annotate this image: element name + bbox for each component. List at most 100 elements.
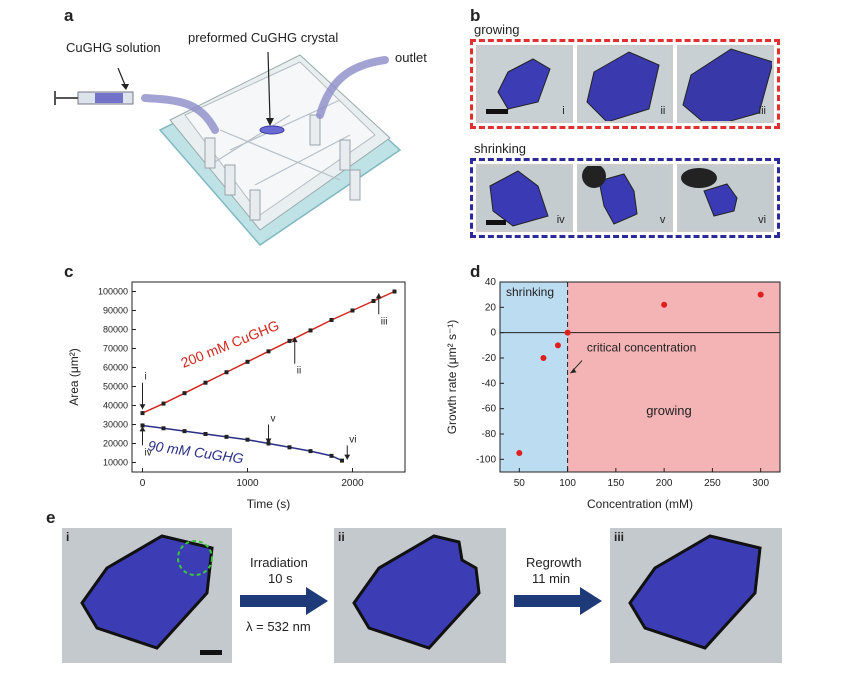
- x-tick-label: 200: [656, 478, 673, 489]
- x-tick-label: 0: [140, 478, 146, 489]
- data-point: [340, 458, 344, 463]
- y-tick-label: -80: [482, 429, 497, 440]
- y-tick-label: 80000: [103, 325, 128, 335]
- growing-region: [567, 282, 780, 472]
- crystal-shape: [628, 534, 762, 650]
- frame-label-e-iii: iii: [614, 530, 625, 544]
- frame-label-iv: iv: [556, 214, 565, 226]
- y-tick-label: 30000: [103, 420, 128, 430]
- shrinking-region: [500, 282, 568, 472]
- x-tick-label: 1000: [236, 478, 259, 489]
- x-tick-label: 100: [559, 478, 576, 489]
- frame-label-v: v: [659, 214, 666, 226]
- data-point: [245, 359, 250, 364]
- annotation-arrowhead: [291, 337, 298, 343]
- micrograph-shrinking-vi: vi: [677, 164, 775, 232]
- frame-label-i: i: [562, 105, 565, 117]
- micrograph-shrinking-iv: iv: [476, 164, 573, 232]
- data-point: [224, 434, 229, 439]
- frame-label-e-ii: ii: [338, 530, 345, 544]
- annotation-label: v: [271, 414, 276, 425]
- irradiation-label: Irradiation: [250, 555, 308, 570]
- crystal-shape: [682, 48, 773, 121]
- growth-rate-vs-concentration-chart: -100 -80 -60 -40 -20 0 20 40 50 100 150 200 250 300 Co…: [445, 277, 781, 511]
- data-point: [564, 329, 571, 336]
- y-tick-label: 0: [490, 328, 496, 339]
- y-tick-label: 50000: [103, 382, 128, 392]
- data-point: [287, 445, 292, 450]
- growing-region-label: growing: [646, 403, 692, 418]
- frame-label-iii: iii: [758, 105, 767, 117]
- annotation-arrowhead: [139, 426, 146, 432]
- annotation-label: vi: [349, 434, 356, 445]
- shrinking-frames: iv v vi: [476, 164, 775, 232]
- data-point: [554, 342, 561, 349]
- crystal-shape: [703, 183, 738, 217]
- crystal-shape: [489, 170, 549, 227]
- data-point: [161, 401, 166, 406]
- annotation-label: i: [145, 372, 147, 383]
- annotation-arrowhead: [375, 293, 382, 299]
- annotation-label: ii: [297, 366, 301, 377]
- critical-concentration-label: critical concentration: [587, 341, 696, 355]
- annotation-label: iii: [381, 316, 388, 327]
- irradiation-wavelength: λ = 532 nm: [246, 619, 311, 634]
- y-tick-label: 40: [485, 277, 497, 288]
- preformed-crystal-label: preformed CuGHG crystal: [188, 30, 339, 45]
- panel-a-label: a: [64, 6, 74, 25]
- crystal-shape: [598, 173, 638, 225]
- frame-label-e-i: i: [66, 530, 70, 544]
- shrinking-region-label: shrinking: [506, 285, 554, 299]
- area-vs-time-chart: 1000020000300004000050000600007000080000…: [67, 281, 406, 511]
- micrograph-e-ii: ii: [334, 528, 506, 663]
- outlet-label: outlet: [395, 50, 427, 65]
- growing-frames: i ii iii: [476, 45, 775, 123]
- data-point: [140, 423, 145, 428]
- frame-label-vi: vi: [758, 214, 767, 226]
- growing-frame-box: [470, 39, 780, 129]
- regrowth-label: Regrowth: [526, 555, 582, 570]
- data-point: [540, 355, 547, 361]
- crystal-shape: [586, 51, 660, 121]
- annotation-arrowhead: [139, 404, 146, 410]
- micrograph-e-i: i: [62, 528, 232, 663]
- annotation-arrowhead: [344, 454, 351, 460]
- panel-e-label: e: [46, 508, 56, 527]
- data-point: [224, 370, 229, 375]
- crystal-shape: [352, 534, 481, 650]
- plot-frame: [499, 281, 781, 473]
- cughg-solution-label: CuGHG solution: [66, 40, 161, 55]
- y-axis-label: Growth rate (μm² s⁻¹): [445, 320, 459, 435]
- data-point: [371, 299, 376, 303]
- y-axis-label: Area (μm²): [67, 348, 81, 406]
- frame-label-ii: ii: [660, 105, 666, 117]
- shrinking-heading: shrinking: [474, 141, 527, 156]
- regrowth-duration: 11 min: [532, 571, 571, 586]
- x-tick-label: 300: [752, 478, 769, 489]
- y-tick-label: 60000: [103, 363, 128, 373]
- data-point: [329, 453, 334, 458]
- microfluidic-device-illustration: [54, 51, 402, 246]
- series-label-200mM: 200 mM CuGHG: [179, 317, 282, 371]
- data-point: [182, 429, 187, 434]
- irradiation-duration: 10 s: [268, 571, 293, 586]
- y-tick-label: 20: [485, 302, 497, 313]
- y-tick-label: -60: [482, 404, 497, 415]
- micrograph-growing-i: i: [476, 45, 573, 123]
- y-tick-label: 100000: [98, 287, 128, 297]
- data-point: [516, 450, 523, 456]
- y-tick-label: 10000: [103, 458, 128, 468]
- series-label-90mM: 90 mM CuGHG: [147, 437, 245, 466]
- data-point: [140, 411, 145, 416]
- x-axis-label: Concentration (mM): [587, 497, 693, 511]
- crystal-shape: [497, 58, 551, 110]
- data-point: [661, 301, 668, 308]
- data-point: [161, 426, 166, 431]
- data-point: [308, 449, 313, 454]
- panel-d-label: d: [470, 262, 481, 281]
- data-point: [757, 291, 764, 298]
- data-point: [308, 328, 313, 333]
- irradiation-arrow: [240, 587, 328, 615]
- y-tick-label: 40000: [103, 401, 128, 411]
- critical-arrowhead: [570, 368, 577, 374]
